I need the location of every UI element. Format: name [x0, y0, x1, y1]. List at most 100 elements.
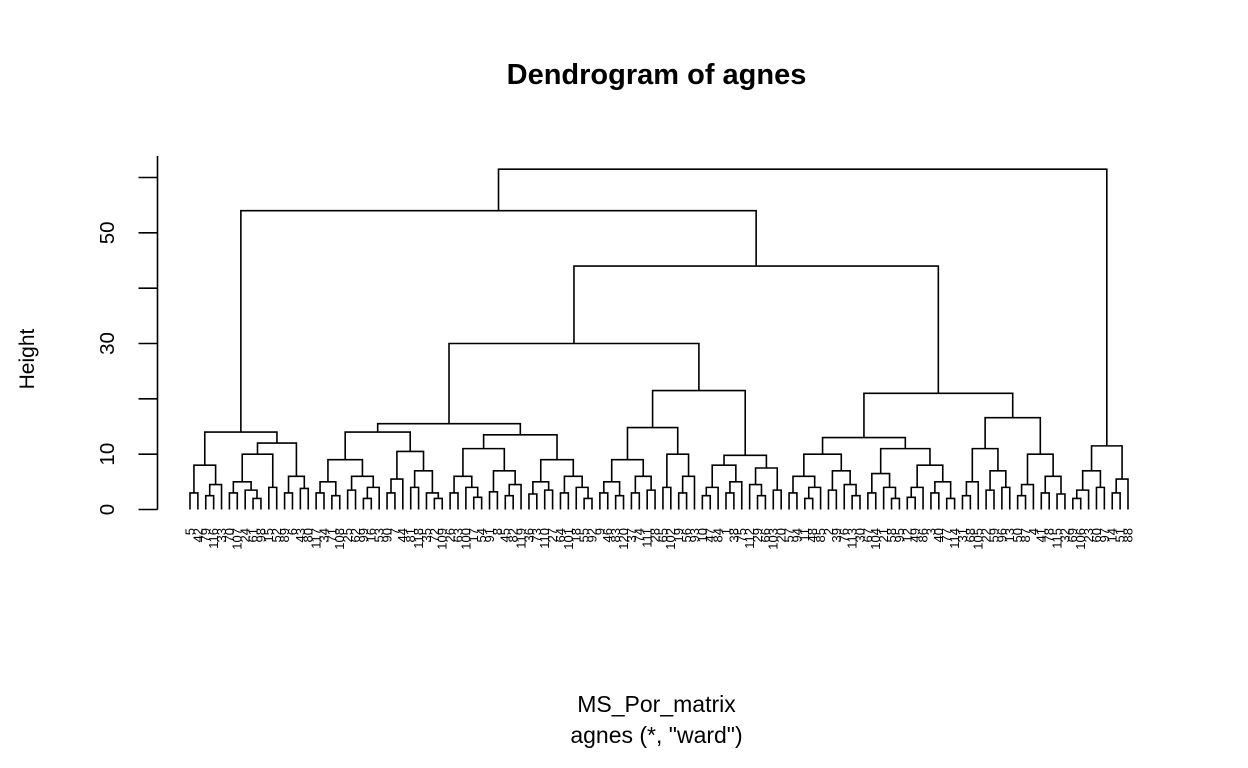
y-tick-label: 0	[96, 504, 119, 515]
leaf-label: 105	[971, 528, 986, 550]
leaf-label: 94	[789, 528, 804, 542]
leaf-label: 89	[277, 528, 292, 542]
leaf-label: 31	[955, 528, 970, 542]
leaf-label: 120	[616, 528, 631, 550]
leaf-label: 72	[427, 528, 442, 542]
leaf-label: 51	[1113, 528, 1128, 542]
leaf-label: 27	[545, 528, 560, 542]
leaf-label: 87	[1018, 528, 1033, 542]
leaf-label: 2	[821, 528, 836, 535]
leaf-label: 45	[498, 528, 513, 542]
leaf-label: 17	[466, 528, 481, 542]
leaf-label: 91	[482, 528, 497, 542]
leaf-label: 70	[222, 528, 237, 542]
leaf-label: 75	[734, 528, 749, 542]
leaf-label: 74	[632, 528, 647, 542]
leaf-label: 22	[979, 528, 994, 542]
leaf-label: 101	[561, 528, 576, 550]
y-axis-title: Height	[16, 328, 39, 390]
leaf-label: 57	[781, 528, 796, 542]
leaf-label: 42	[190, 528, 205, 542]
leaf-label: 5	[182, 528, 197, 535]
leaf-label: 68	[963, 528, 978, 542]
leaf-label: 59	[986, 528, 1001, 542]
leaf-label: 96	[994, 528, 1009, 542]
leaf-label: 112	[742, 528, 757, 549]
leaf-label: 104	[868, 528, 883, 550]
leaf-label: 99	[356, 528, 371, 542]
leaf-label: 119	[513, 528, 528, 549]
leaf-label: 97	[1097, 528, 1112, 542]
leaf-label: 12	[900, 528, 915, 542]
leaf-label: 1	[718, 528, 733, 535]
leaf-label: 7	[387, 528, 402, 535]
leaf-label: 62	[348, 528, 363, 542]
leaf-label: 37	[624, 528, 639, 542]
leaf-label: 76	[837, 528, 852, 542]
leaf-label: 111	[640, 528, 655, 548]
leaf-label: 46	[600, 528, 615, 542]
leaf-label: 107	[230, 528, 245, 550]
leaf-label: 29	[750, 528, 765, 542]
y-tick-label: 30	[96, 332, 119, 355]
leaf-label: 93	[687, 528, 702, 542]
leaf-label: 69	[1065, 528, 1080, 542]
leaf-label: 53	[372, 528, 387, 542]
leaf-label: 82	[506, 528, 521, 542]
leaf-label: 41	[1034, 528, 1049, 542]
leaf-label: 98	[253, 528, 268, 542]
leaf-label: 56	[679, 528, 694, 542]
leaf-label: 39	[829, 528, 844, 542]
leaf-label: 114	[947, 528, 962, 549]
leaf-label: 117	[309, 528, 324, 549]
leaf-label: 71	[324, 528, 339, 542]
leaf-label: 48	[805, 528, 820, 542]
dendrogram-links	[189, 168, 1129, 510]
leaf-label: 43	[293, 528, 308, 542]
leaf-label: 110	[537, 528, 552, 549]
leaf-label: 65	[655, 528, 670, 542]
y-tick-label: 50	[96, 221, 119, 244]
leaf-label: 9	[592, 528, 607, 535]
leaf-label: 21	[876, 528, 891, 542]
leaf-label: 61	[245, 528, 260, 542]
y-tick-label: 10	[96, 443, 119, 466]
leaf-label: 8	[490, 528, 505, 535]
leaf-label: 28	[647, 528, 662, 542]
leaf-label: 116	[206, 528, 221, 549]
leaf-label: 95	[892, 528, 907, 542]
leaf-label: 4	[1026, 528, 1041, 535]
leaf-label: 100	[458, 528, 473, 550]
leaf-label: 30	[852, 528, 867, 542]
leaf-label: 24	[238, 528, 253, 542]
leaf-label: 36	[521, 528, 536, 542]
leaf-label: 66	[758, 528, 773, 542]
leaf-label: 77	[939, 528, 954, 542]
leaf-label: 15	[261, 528, 276, 542]
leaf-label: 26	[443, 528, 458, 542]
leaf-label: 109	[435, 528, 450, 550]
leaf-label: 67	[860, 528, 875, 542]
leaf-label: 92	[584, 528, 599, 542]
leaf-labels: 5427911633701072461981552896438011734711…	[182, 528, 1135, 550]
leaf-label: 32	[1057, 528, 1072, 542]
leaf-label: 13	[1002, 528, 1017, 542]
leaf-label: 49	[908, 528, 923, 542]
y-axis: 0 10 30 50	[96, 156, 159, 515]
leaf-label: 83	[608, 528, 623, 542]
leaf-label: 35	[419, 528, 434, 542]
leaf-label: 64	[553, 528, 568, 542]
leaf-label: 38	[726, 528, 741, 542]
leaf-label: 19	[671, 528, 686, 542]
leaf-label: 47	[703, 528, 718, 542]
leaf-label: 44	[395, 528, 410, 542]
chart-title: Dendrogram of agnes	[506, 59, 807, 91]
leaf-label: 60	[1089, 528, 1104, 542]
leaf-label: 55	[577, 528, 592, 542]
leaf-label: 50	[1010, 528, 1025, 542]
leaf-label: 3	[923, 528, 938, 535]
leaf-label: 115	[1049, 528, 1064, 549]
leaf-label: 73	[529, 528, 544, 542]
leaf-label: 11	[797, 528, 812, 542]
